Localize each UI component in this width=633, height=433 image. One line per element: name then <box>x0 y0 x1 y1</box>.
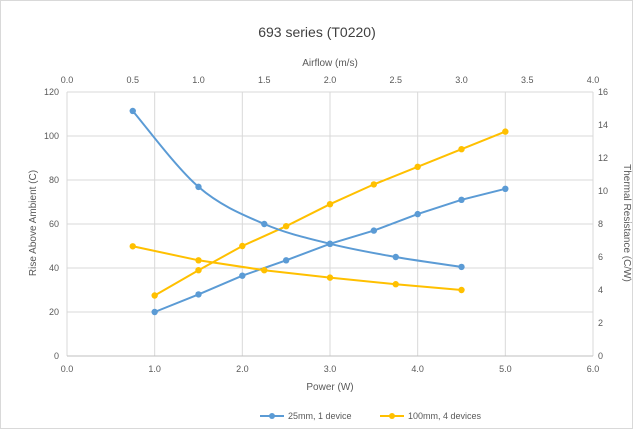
data-point <box>151 292 158 299</box>
chart-title: 693 series (T0220) <box>258 24 376 40</box>
x2-tick-label: 1.0 <box>192 75 205 85</box>
x2-tick-label: 4.0 <box>587 75 600 85</box>
y2-tick-label: 2 <box>598 318 603 328</box>
x-tick-label: 2.0 <box>236 364 249 374</box>
x2-tick-label: 3.0 <box>455 75 468 85</box>
x2-tick-label: 3.5 <box>521 75 534 85</box>
y-axis-title: Rise Above Ambient (C) <box>28 170 39 276</box>
x2-tick-label: 1.5 <box>258 75 271 85</box>
y2-tick-label: 10 <box>598 186 608 196</box>
data-point <box>414 210 421 218</box>
legend-entry: 25mm, 1 device <box>260 411 352 421</box>
x2-axis-title: Airflow (m/s) <box>302 58 358 69</box>
data-point <box>326 240 334 247</box>
data-point <box>282 223 290 230</box>
series-3 <box>129 243 465 294</box>
y2-tick-label: 4 <box>598 285 603 295</box>
y-tick-label: 0 <box>54 351 59 361</box>
legend-label: 100mm, 4 devices <box>408 411 482 421</box>
y2-axis-title: Thermal Resistance (C/W) <box>621 164 632 282</box>
data-point <box>151 308 158 316</box>
data-point <box>370 181 378 188</box>
y-tick-label: 100 <box>44 131 59 141</box>
legend-label: 25mm, 1 device <box>288 411 352 421</box>
data-point <box>458 146 465 153</box>
x-tick-label: 1.0 <box>148 364 161 374</box>
legend-swatch-marker <box>269 413 275 419</box>
data-point <box>195 183 202 191</box>
y2-tick-label: 6 <box>598 252 603 262</box>
data-point <box>370 227 378 234</box>
data-point <box>261 267 268 274</box>
y2-tick-label: 0 <box>598 351 603 361</box>
data-point <box>195 257 202 264</box>
data-point <box>502 185 509 192</box>
x-tick-label: 0.0 <box>61 364 74 374</box>
data-point <box>326 274 334 281</box>
data-point <box>414 163 421 170</box>
series-line <box>131 110 462 268</box>
legend-entry: 100mm, 4 devices <box>380 411 482 421</box>
y-tick-label: 80 <box>49 175 59 185</box>
grid <box>66 91 594 357</box>
data-point <box>458 263 465 271</box>
data-point <box>282 257 290 264</box>
x-tick-label: 5.0 <box>499 364 512 374</box>
data-point <box>129 243 136 250</box>
y2-tick-label: 14 <box>598 120 608 130</box>
x-axis-title: Power (W) <box>306 382 353 393</box>
x-tick-label: 4.0 <box>411 364 424 374</box>
x-tick-label: 6.0 <box>587 364 600 374</box>
y-tick-label: 120 <box>44 87 59 97</box>
x2-tick-label: 0.0 <box>61 75 74 85</box>
y-tick-label: 40 <box>49 263 59 273</box>
data-point <box>502 128 509 135</box>
y2-tick-label: 8 <box>598 219 603 229</box>
x2-tick-label: 2.0 <box>324 75 337 85</box>
data-point <box>326 201 334 208</box>
data-point <box>195 291 202 298</box>
series-line <box>132 245 462 291</box>
data-point <box>261 220 268 228</box>
y2-tick-label: 12 <box>598 153 608 163</box>
data-point <box>458 286 465 294</box>
series-layer <box>129 107 509 316</box>
y-tick-label: 20 <box>49 307 59 317</box>
x-tick-label: 3.0 <box>324 364 337 374</box>
y2-tick-label: 16 <box>598 87 608 97</box>
x2-tick-label: 0.5 <box>126 75 139 85</box>
data-point <box>129 107 136 115</box>
x2-tick-label: 2.5 <box>389 75 402 85</box>
legend-swatch-marker <box>389 413 395 419</box>
data-point <box>195 267 202 274</box>
data-point <box>458 196 465 203</box>
data-point <box>392 281 399 288</box>
legend: 25mm, 1 device 100mm, 4 devices <box>260 411 482 421</box>
data-point <box>239 272 246 279</box>
data-point <box>239 242 246 250</box>
y-tick-label: 60 <box>49 219 59 229</box>
data-point <box>392 253 399 261</box>
series-2 <box>129 107 465 271</box>
